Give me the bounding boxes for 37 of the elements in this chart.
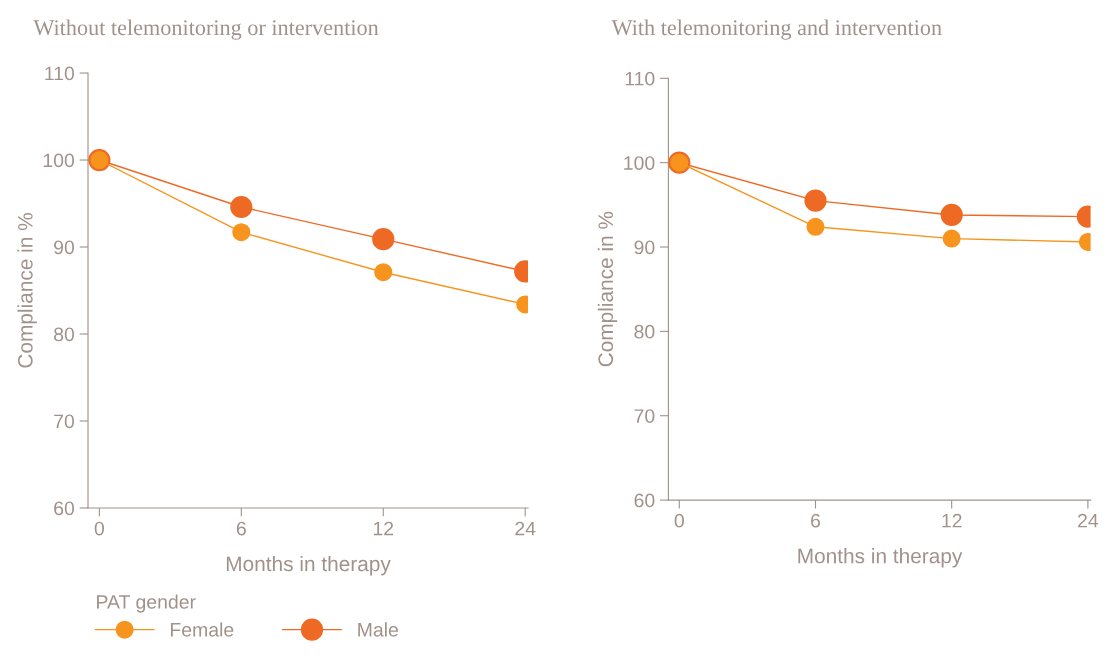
x-tick-label: 24 xyxy=(1078,513,1099,528)
point xyxy=(230,195,253,219)
y-tick-label: 60 xyxy=(54,501,75,516)
point xyxy=(942,229,961,248)
y-tick-label: 110 xyxy=(625,71,655,86)
x-tick-label: 6 xyxy=(236,521,246,536)
x-axis-title: Months in therapy xyxy=(226,555,391,576)
y-tick-label: 80 xyxy=(54,327,75,342)
y-axis-title: Compliance in % xyxy=(597,211,618,367)
y-tick-label: 70 xyxy=(634,409,655,423)
x-axis-title: Months in therapy xyxy=(798,548,963,568)
x-tick-label: 12 xyxy=(373,521,394,536)
y-axis-title: Compliance in % xyxy=(17,213,37,368)
legend-title: PAT gender xyxy=(97,594,196,613)
legend-label: Female xyxy=(170,622,234,637)
point xyxy=(804,189,827,212)
point xyxy=(940,203,963,227)
y-tick-label: 90 xyxy=(54,240,75,255)
y-tick-label: 100 xyxy=(43,153,75,168)
y-tick-label: 60 xyxy=(634,493,655,508)
chart-title: Without telemonitoring or intervention xyxy=(33,19,379,40)
y-tick-label: 70 xyxy=(54,414,75,429)
x-tick-label: 24 xyxy=(515,521,536,536)
x-tick-label: 0 xyxy=(674,513,684,528)
chart-title: With telemonitoring and intervention xyxy=(611,19,942,40)
x-tick-label: 6 xyxy=(811,513,821,528)
point xyxy=(374,263,393,282)
x-tick-label: 0 xyxy=(94,521,105,536)
legend-label: Male xyxy=(358,622,398,637)
point xyxy=(372,228,395,251)
y-tick-label: 100 xyxy=(624,156,655,170)
x-tick-label: 12 xyxy=(942,513,962,528)
y-tick-label: 80 xyxy=(634,324,655,339)
y-tick-label: 90 xyxy=(634,240,655,255)
y-tick-label: 110 xyxy=(45,66,75,81)
point xyxy=(806,217,825,236)
point xyxy=(232,223,251,242)
